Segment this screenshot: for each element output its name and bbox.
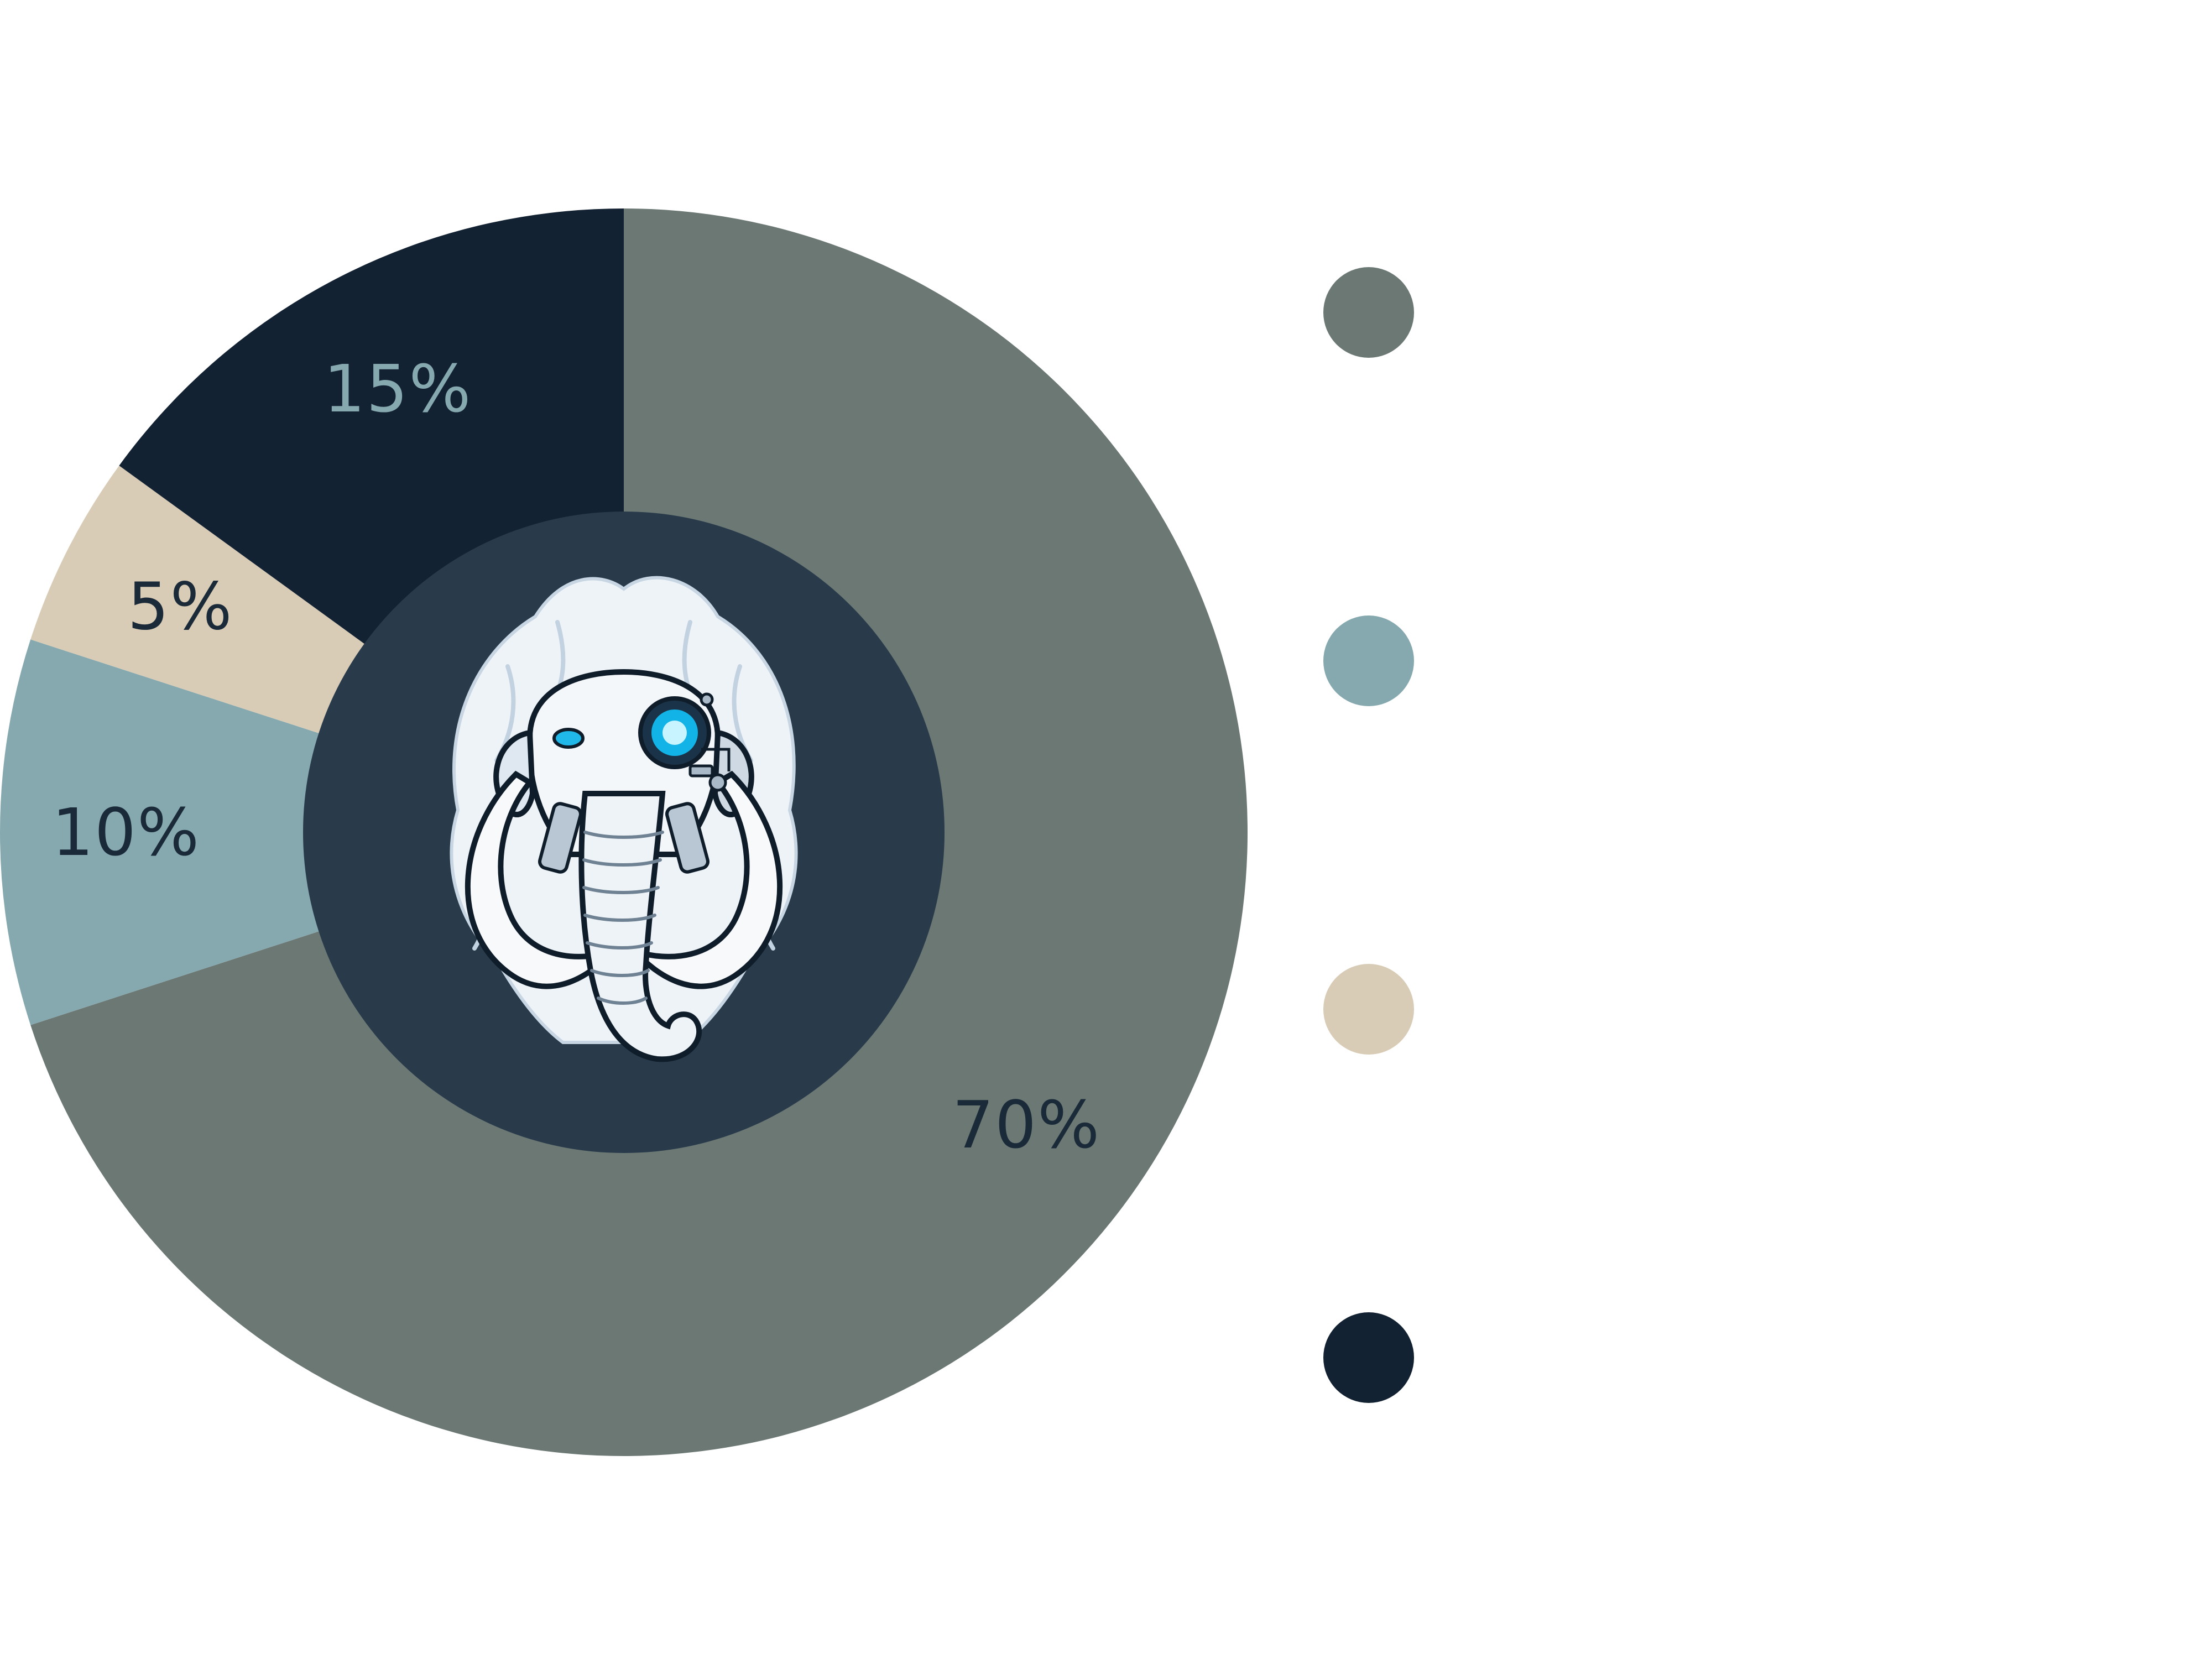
slice-label-5pct: 5% <box>127 568 233 644</box>
cyber-mammoth-icon <box>450 576 798 1062</box>
legend <box>1323 267 1414 1403</box>
legend-swatch-2 <box>1323 615 1414 706</box>
legend-swatch-3 <box>1323 964 1414 1055</box>
legend-swatch-1 <box>1323 267 1414 358</box>
slice-label-15pct: 15% <box>324 351 472 427</box>
legend-swatch-4 <box>1323 1312 1414 1403</box>
slice-labels-group: 70% 10% 5% 15% <box>52 351 1100 1163</box>
slice-label-70pct: 70% <box>952 1087 1100 1163</box>
slice-label-10pct: 10% <box>52 794 200 870</box>
